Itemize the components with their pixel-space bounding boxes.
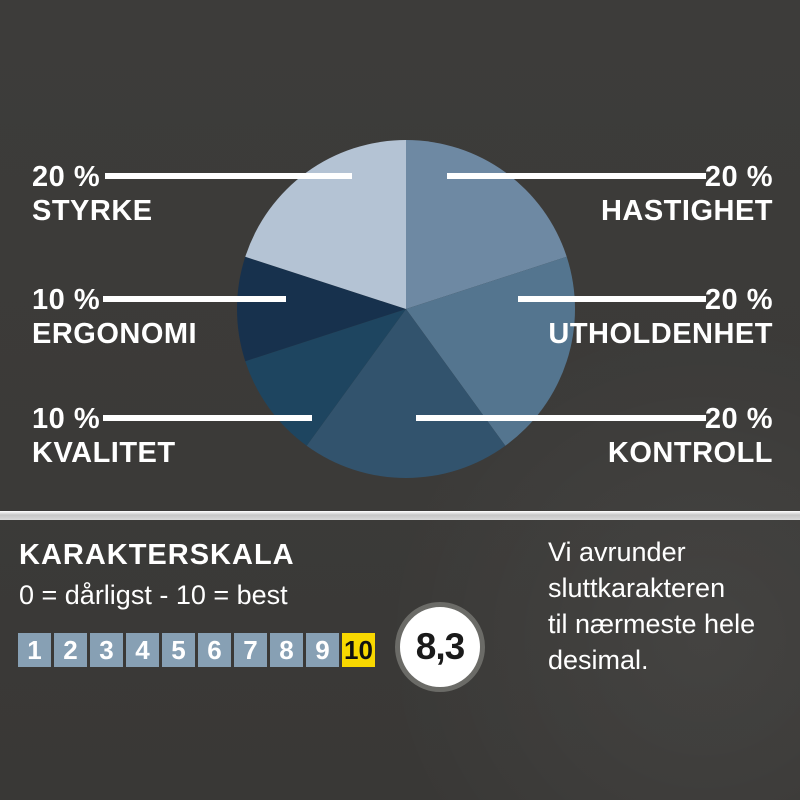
pie-slice-hastighet bbox=[406, 140, 567, 309]
pie-slice-ergonomi bbox=[236, 256, 406, 362]
label-utholdenhet: 20 % UTHOLDENHET bbox=[548, 283, 773, 351]
pie-slice-utholdenhet bbox=[406, 256, 575, 446]
label-ergonomi-percent: 10 % bbox=[32, 284, 101, 316]
label-kvalitet-percent: 10 % bbox=[32, 403, 101, 435]
scale-row: 1 2 3 4 5 6 7 8 9 10 bbox=[18, 633, 375, 667]
label-hastighet: 20 % HASTIGHET bbox=[601, 160, 773, 228]
leader-line-ergonomi bbox=[103, 296, 286, 302]
pie-chart-svg bbox=[236, 140, 575, 478]
label-styrke-name: STYRKE bbox=[32, 195, 153, 227]
scale-box-1: 1 bbox=[18, 633, 51, 667]
score-badge: 8,3 bbox=[395, 602, 485, 692]
leader-line-kontroll bbox=[416, 415, 706, 421]
leader-line-hastighet bbox=[447, 173, 706, 179]
label-utholdenhet-name: UTHOLDENHET bbox=[548, 318, 773, 350]
scale-box-6: 6 bbox=[198, 633, 231, 667]
scale-box-4: 4 bbox=[126, 633, 159, 667]
karakterskala-subtitle: 0 = dårligst - 10 = best bbox=[19, 580, 288, 610]
scale-box-3: 3 bbox=[90, 633, 123, 667]
leader-line-utholdenhet bbox=[518, 296, 706, 302]
label-hastighet-name: HASTIGHET bbox=[600, 195, 773, 227]
scale-box-9: 9 bbox=[306, 633, 339, 667]
rounding-note: Vi avrunder sluttkarakteren til nærmeste… bbox=[548, 537, 756, 675]
pie-slice-styrke bbox=[245, 140, 406, 309]
pie-slice-kontroll bbox=[306, 309, 506, 478]
label-kontroll: 20 % KONTROLL bbox=[608, 402, 773, 470]
label-kontroll-percent: 20 % bbox=[704, 403, 773, 435]
karakterskala-title: KARAKTERSKALA bbox=[19, 539, 295, 571]
leader-line-styrke bbox=[105, 173, 352, 179]
leader-line-kvalitet bbox=[103, 415, 312, 421]
scale-box-8: 8 bbox=[270, 633, 303, 667]
pie-slice-kvalitet bbox=[245, 309, 406, 446]
label-utholdenhet-percent: 20 % bbox=[704, 284, 773, 316]
label-ergonomi: 10 % ERGONOMI bbox=[32, 283, 197, 351]
section-divider bbox=[0, 511, 800, 520]
label-ergonomi-name: ERGONOMI bbox=[32, 318, 198, 350]
scale-box-5: 5 bbox=[162, 633, 195, 667]
label-kvalitet: 10 % KVALITET bbox=[32, 402, 176, 470]
label-kontroll-name: KONTROLL bbox=[607, 437, 773, 469]
scale-box-2: 2 bbox=[54, 633, 87, 667]
label-kvalitet-name: KVALITET bbox=[32, 437, 176, 469]
score-value: 8,3 bbox=[415, 626, 465, 667]
label-styrke-percent: 20 % bbox=[32, 161, 101, 193]
label-hastighet-percent: 20 % bbox=[704, 161, 773, 193]
scale-box-10: 10 bbox=[342, 633, 375, 667]
pie-chart bbox=[236, 139, 576, 479]
scale-box-7: 7 bbox=[234, 633, 267, 667]
label-styrke: 20 % STYRKE bbox=[32, 160, 153, 228]
